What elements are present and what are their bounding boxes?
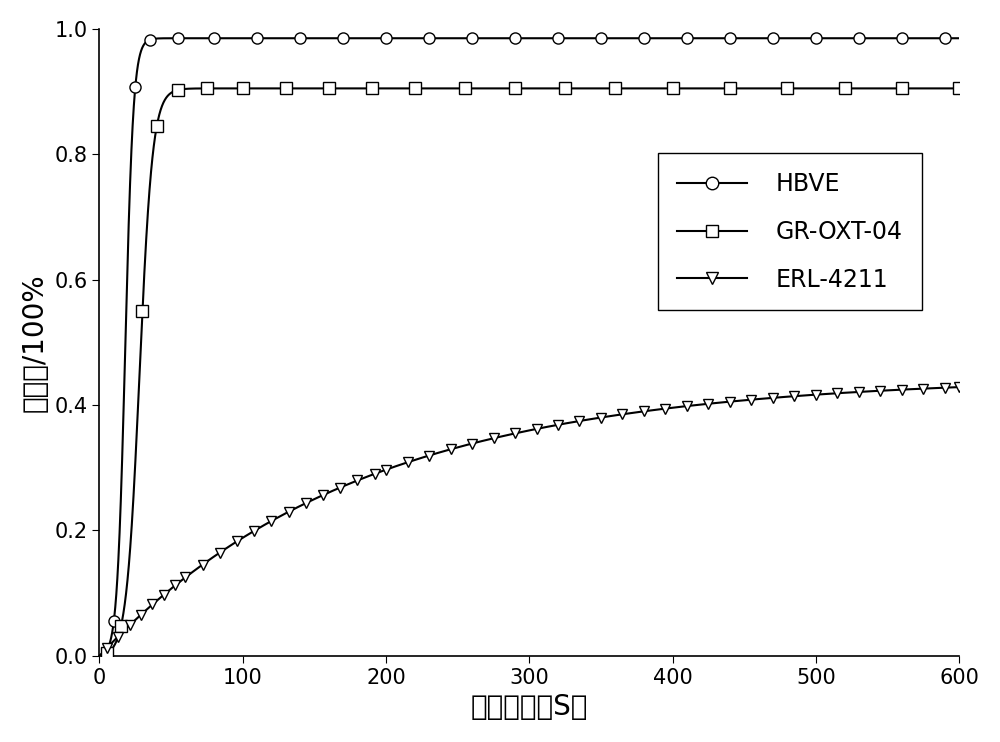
Y-axis label: 固化率/100%: 固化率/100%: [21, 273, 49, 412]
Legend: HBVE, GR-OXT-04, ERL-4211: HBVE, GR-OXT-04, ERL-4211: [658, 154, 922, 310]
X-axis label: 曝光时间（S）: 曝光时间（S）: [471, 693, 588, 721]
